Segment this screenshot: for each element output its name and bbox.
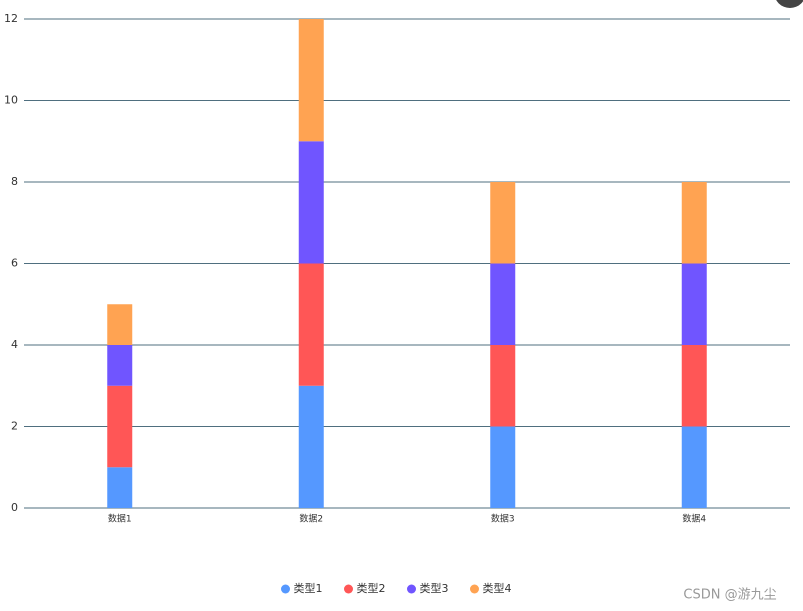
x-tick-label: 数据4 [682,513,706,525]
legend-marker [344,584,353,594]
bar-segment [107,467,133,508]
y-tick-label: 10 [4,94,18,107]
watermark: CSDN @游九尘 [683,588,776,603]
legend-marker [407,584,416,594]
legend-marker [470,584,479,594]
bar-segment [681,345,707,427]
bar-segment [107,385,133,468]
y-tick-label: 4 [11,338,18,351]
x-tick-label: 数据1 [108,513,132,525]
bar-segment [298,263,324,386]
bar-segment [298,385,324,508]
legend-label: 类型1 [294,581,323,595]
y-tick-label: 8 [11,175,18,188]
bar-segment [681,426,707,508]
legend-label: 类型4 [483,581,512,595]
bar-segment [681,182,707,264]
y-tick-label: 2 [11,420,18,433]
corner-button [776,0,803,8]
x-tick-label: 数据2 [299,513,323,525]
legend-marker [281,584,290,594]
bar-segment [298,141,324,264]
bar-segment [298,19,324,142]
y-tick-label: 6 [11,257,18,270]
legend-label: 类型2 [357,581,386,595]
x-tick-label: 数据3 [491,513,515,525]
legend-label: 类型3 [420,581,449,595]
bar-segment [107,304,133,345]
bar-segment [107,345,133,386]
bar-segment [490,182,516,264]
bar-segment [490,263,516,345]
bar-segment [681,263,707,345]
bar-segment [490,426,516,508]
y-tick-label: 12 [4,12,18,25]
y-tick-label: 0 [11,501,18,514]
bar-segment [490,345,516,427]
